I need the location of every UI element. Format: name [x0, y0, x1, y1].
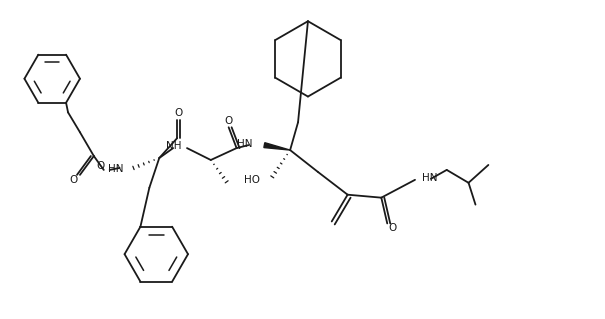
Text: O: O: [174, 108, 182, 118]
Text: NH: NH: [166, 141, 181, 151]
Text: HO: HO: [244, 175, 260, 185]
Text: HN: HN: [237, 139, 252, 149]
Text: HN: HN: [422, 173, 437, 183]
Text: O: O: [96, 161, 105, 171]
Text: O: O: [224, 116, 233, 126]
Polygon shape: [264, 143, 290, 150]
Text: O: O: [69, 175, 77, 185]
Text: HN: HN: [108, 164, 123, 174]
Text: O: O: [388, 223, 396, 234]
